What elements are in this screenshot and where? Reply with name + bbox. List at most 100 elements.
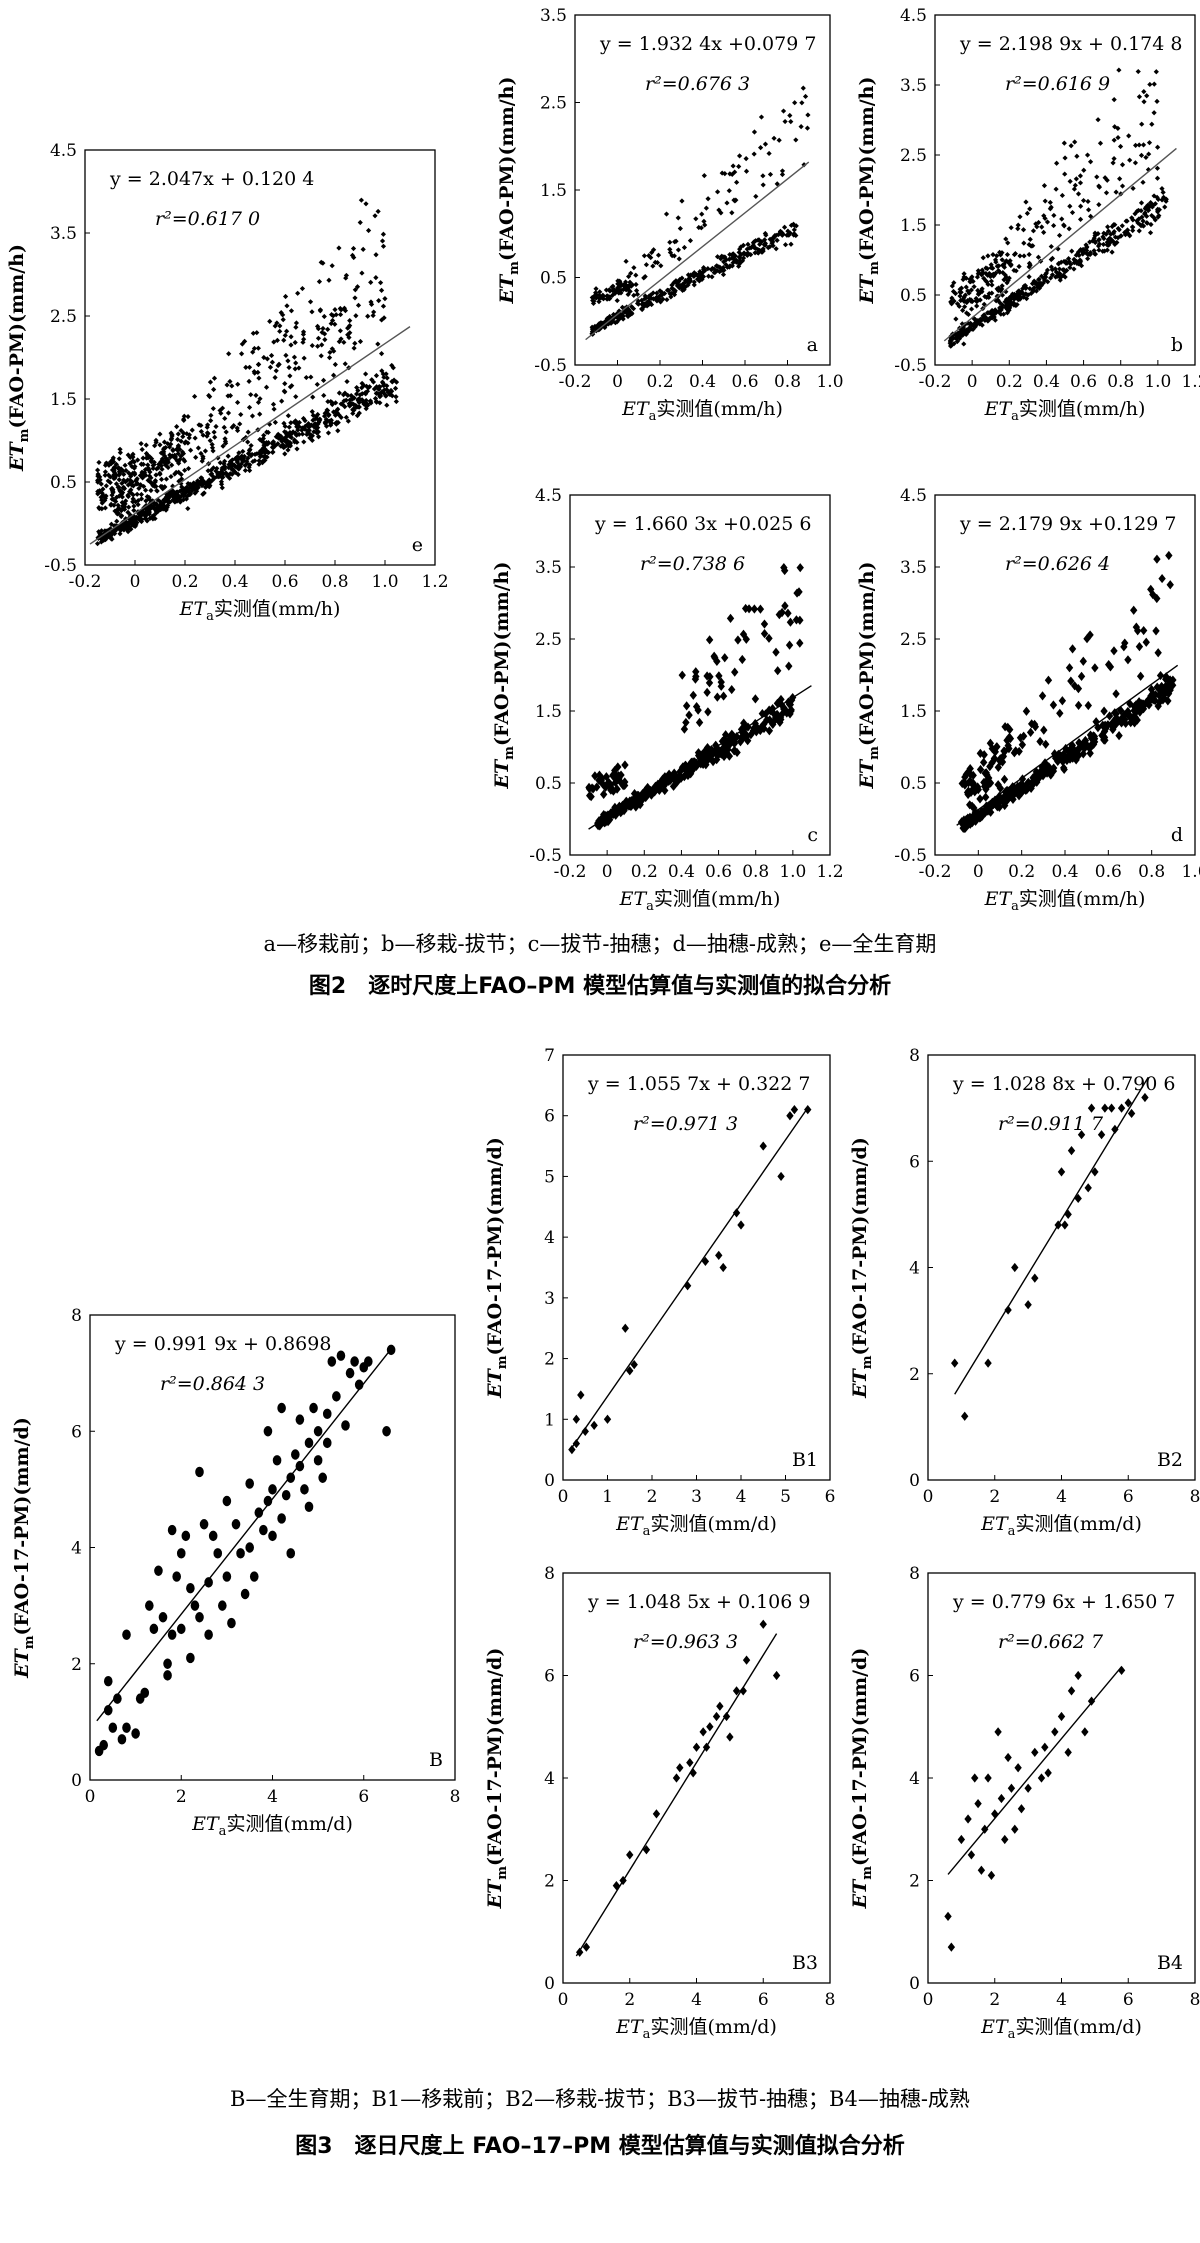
data-point — [263, 1426, 273, 1437]
data-point — [1092, 251, 1099, 257]
data-point — [161, 446, 167, 453]
data-point — [103, 493, 109, 499]
data-point — [358, 197, 364, 203]
data-point — [263, 1495, 273, 1507]
data-point — [336, 390, 342, 396]
data-point — [388, 387, 394, 394]
data-point — [1084, 247, 1090, 254]
data-point — [119, 525, 125, 531]
data-point — [1111, 137, 1117, 143]
data-point — [1163, 198, 1169, 204]
data-point — [96, 505, 102, 511]
x-tick-label: 0 — [85, 1787, 96, 1807]
data-point — [1142, 210, 1148, 216]
data-point — [127, 518, 133, 524]
data-point — [1024, 1783, 1032, 1793]
data-point — [157, 471, 163, 477]
data-point — [167, 1629, 177, 1640]
data-point — [1077, 257, 1083, 263]
data-point — [244, 458, 250, 464]
data-point — [346, 324, 352, 330]
data-point — [296, 365, 302, 371]
y-axis-label-var: ET — [484, 1878, 506, 1909]
data-point — [750, 723, 758, 733]
data-point — [785, 228, 791, 234]
data-point — [356, 410, 362, 416]
data-point — [1135, 642, 1144, 652]
data-point — [1134, 218, 1140, 224]
x-tick-label: 4 — [1056, 1990, 1067, 2010]
data-point — [182, 440, 188, 446]
data-point — [734, 179, 740, 185]
data-point — [961, 304, 968, 310]
data-point — [1057, 1167, 1066, 1177]
data-point — [216, 471, 222, 478]
data-point — [329, 317, 336, 324]
data-point — [173, 469, 179, 475]
chart-a: -0.2 0 0.2 0.4 0.6 0.8 1.0-0.50.51.52.53.5ETa实… — [496, 6, 844, 424]
x-axis-label-sub: a — [1011, 409, 1019, 424]
data-point — [1087, 1696, 1096, 1706]
chart-e: -0.2 0 0.2 0.4 0.6 0.8 1.0 1.2-0.50.51.52.53.54… — [6, 141, 449, 624]
plot-frame — [89, 1314, 456, 1781]
x-axis-label: ETa实测值(mm/h) — [179, 598, 341, 624]
data-point — [306, 430, 312, 437]
data-point — [593, 286, 599, 292]
data-point — [1017, 214, 1023, 220]
data-point — [729, 255, 735, 261]
y-tick-label: 3.5 — [900, 76, 927, 96]
data-point — [131, 503, 137, 509]
data-point — [190, 1600, 200, 1611]
data-point — [178, 494, 184, 500]
data-point — [354, 384, 360, 391]
data-point — [796, 563, 804, 573]
data-point — [350, 410, 356, 417]
x-axis-label-sub: a — [643, 2027, 651, 2042]
x-axis-label-var: ET — [980, 1513, 1009, 1535]
data-point — [601, 782, 610, 793]
data-point — [1068, 261, 1074, 267]
data-point — [777, 694, 785, 705]
data-point — [754, 249, 761, 256]
data-point — [613, 288, 619, 294]
data-point — [1115, 731, 1123, 741]
x-tick-label: -0.2 — [554, 862, 587, 882]
data-point — [1124, 218, 1130, 224]
data-point — [999, 304, 1005, 311]
data-point — [357, 219, 363, 226]
y-tick-label: 2 — [71, 1655, 82, 1675]
data-point — [107, 474, 113, 480]
data-point — [694, 276, 701, 282]
y-axis-label-var: ET — [496, 273, 518, 304]
y-axis-label: ETm(FAO-PM)(mm/h) — [856, 562, 882, 790]
data-point — [180, 456, 187, 463]
y-tick-label: 4 — [71, 1539, 82, 1559]
data-point — [1053, 274, 1059, 280]
y-axis-label-rest: (FAO-PM)(mm/h) — [491, 562, 513, 747]
data-point — [1100, 241, 1107, 248]
data-point — [1041, 213, 1047, 219]
data-point — [113, 494, 120, 500]
data-point — [360, 246, 366, 252]
data-point — [346, 334, 352, 341]
data-point — [1069, 209, 1076, 216]
data-point — [1003, 289, 1009, 295]
data-point — [1095, 117, 1101, 123]
data-point — [128, 487, 134, 493]
data-points — [944, 1665, 1126, 1952]
data-point — [158, 1612, 168, 1623]
data-point — [218, 479, 225, 485]
data-point — [102, 462, 109, 468]
data-point — [654, 294, 660, 300]
data-point — [780, 108, 787, 114]
data-point — [1004, 251, 1011, 258]
data-point — [617, 278, 623, 284]
data-point — [138, 491, 145, 498]
data-point — [279, 438, 285, 444]
data-point — [282, 381, 288, 387]
data-point — [284, 328, 290, 334]
data-point — [240, 448, 246, 455]
data-point — [609, 292, 615, 298]
data-point — [1085, 251, 1091, 258]
data-point — [105, 478, 111, 484]
